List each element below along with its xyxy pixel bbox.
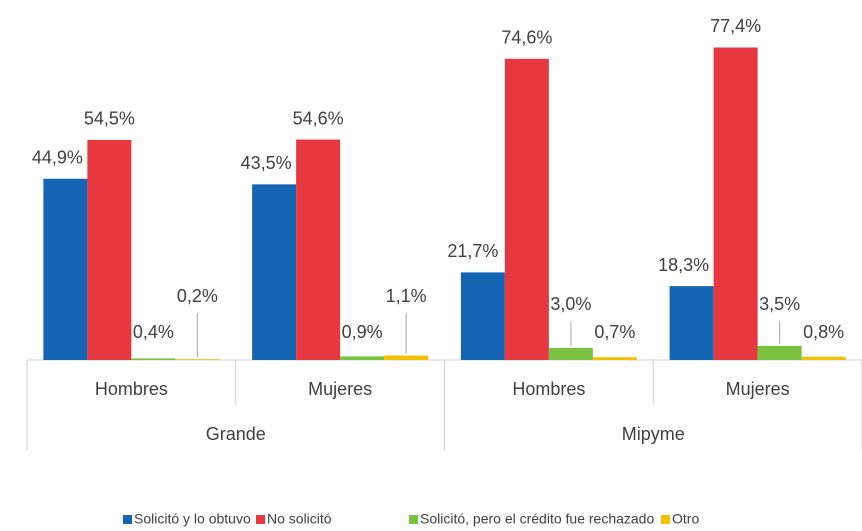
data-label: 3,0% [550, 294, 591, 314]
data-label: 77,4% [710, 16, 761, 36]
bar [43, 178, 88, 360]
legend-swatch [123, 515, 132, 524]
bar [131, 358, 176, 360]
x-tick-label: Mujeres [726, 379, 790, 399]
data-label: 54,5% [84, 109, 135, 129]
x-tick-label: Hombres [512, 379, 585, 399]
group-label: Grande [206, 424, 266, 444]
bar [757, 345, 802, 360]
bar [87, 139, 132, 360]
bar [801, 356, 846, 360]
bar [296, 139, 341, 360]
data-label: 0,7% [594, 322, 635, 342]
group-label: Mipyme [622, 424, 685, 444]
bar [713, 47, 758, 361]
legend-swatch [661, 515, 670, 524]
bar [384, 355, 429, 360]
bar [504, 58, 549, 361]
x-tick-label: Mujeres [308, 379, 372, 399]
data-label: 43,5% [241, 153, 292, 173]
bar [548, 347, 593, 360]
data-label: 0,2% [177, 286, 218, 306]
bar [175, 359, 220, 360]
data-label: 0,4% [133, 322, 174, 342]
bar [592, 357, 637, 360]
legend-label: Solicitó y lo obtuvo [134, 511, 251, 527]
legend-swatch [256, 515, 265, 524]
data-label: 3,5% [759, 294, 800, 314]
bar [252, 184, 297, 360]
data-label: 74,6% [501, 28, 552, 48]
legend-label: Solicitó, pero el crédito fue rechazado [420, 511, 654, 527]
x-tick-label: Hombres [95, 379, 168, 399]
bar [669, 286, 714, 360]
data-label: 0,8% [803, 322, 844, 342]
data-label: 54,6% [293, 108, 344, 128]
legend-label: No solicitó [267, 511, 332, 527]
data-label: 21,7% [447, 241, 498, 261]
legend-swatch [409, 515, 418, 524]
data-label: 18,3% [658, 255, 709, 275]
bar [340, 356, 385, 360]
data-label: 0,9% [342, 322, 383, 342]
data-label: 44,9% [32, 147, 83, 167]
data-label: 1,1% [386, 286, 427, 306]
bar [460, 272, 505, 360]
legend-label: Otro [672, 511, 699, 527]
